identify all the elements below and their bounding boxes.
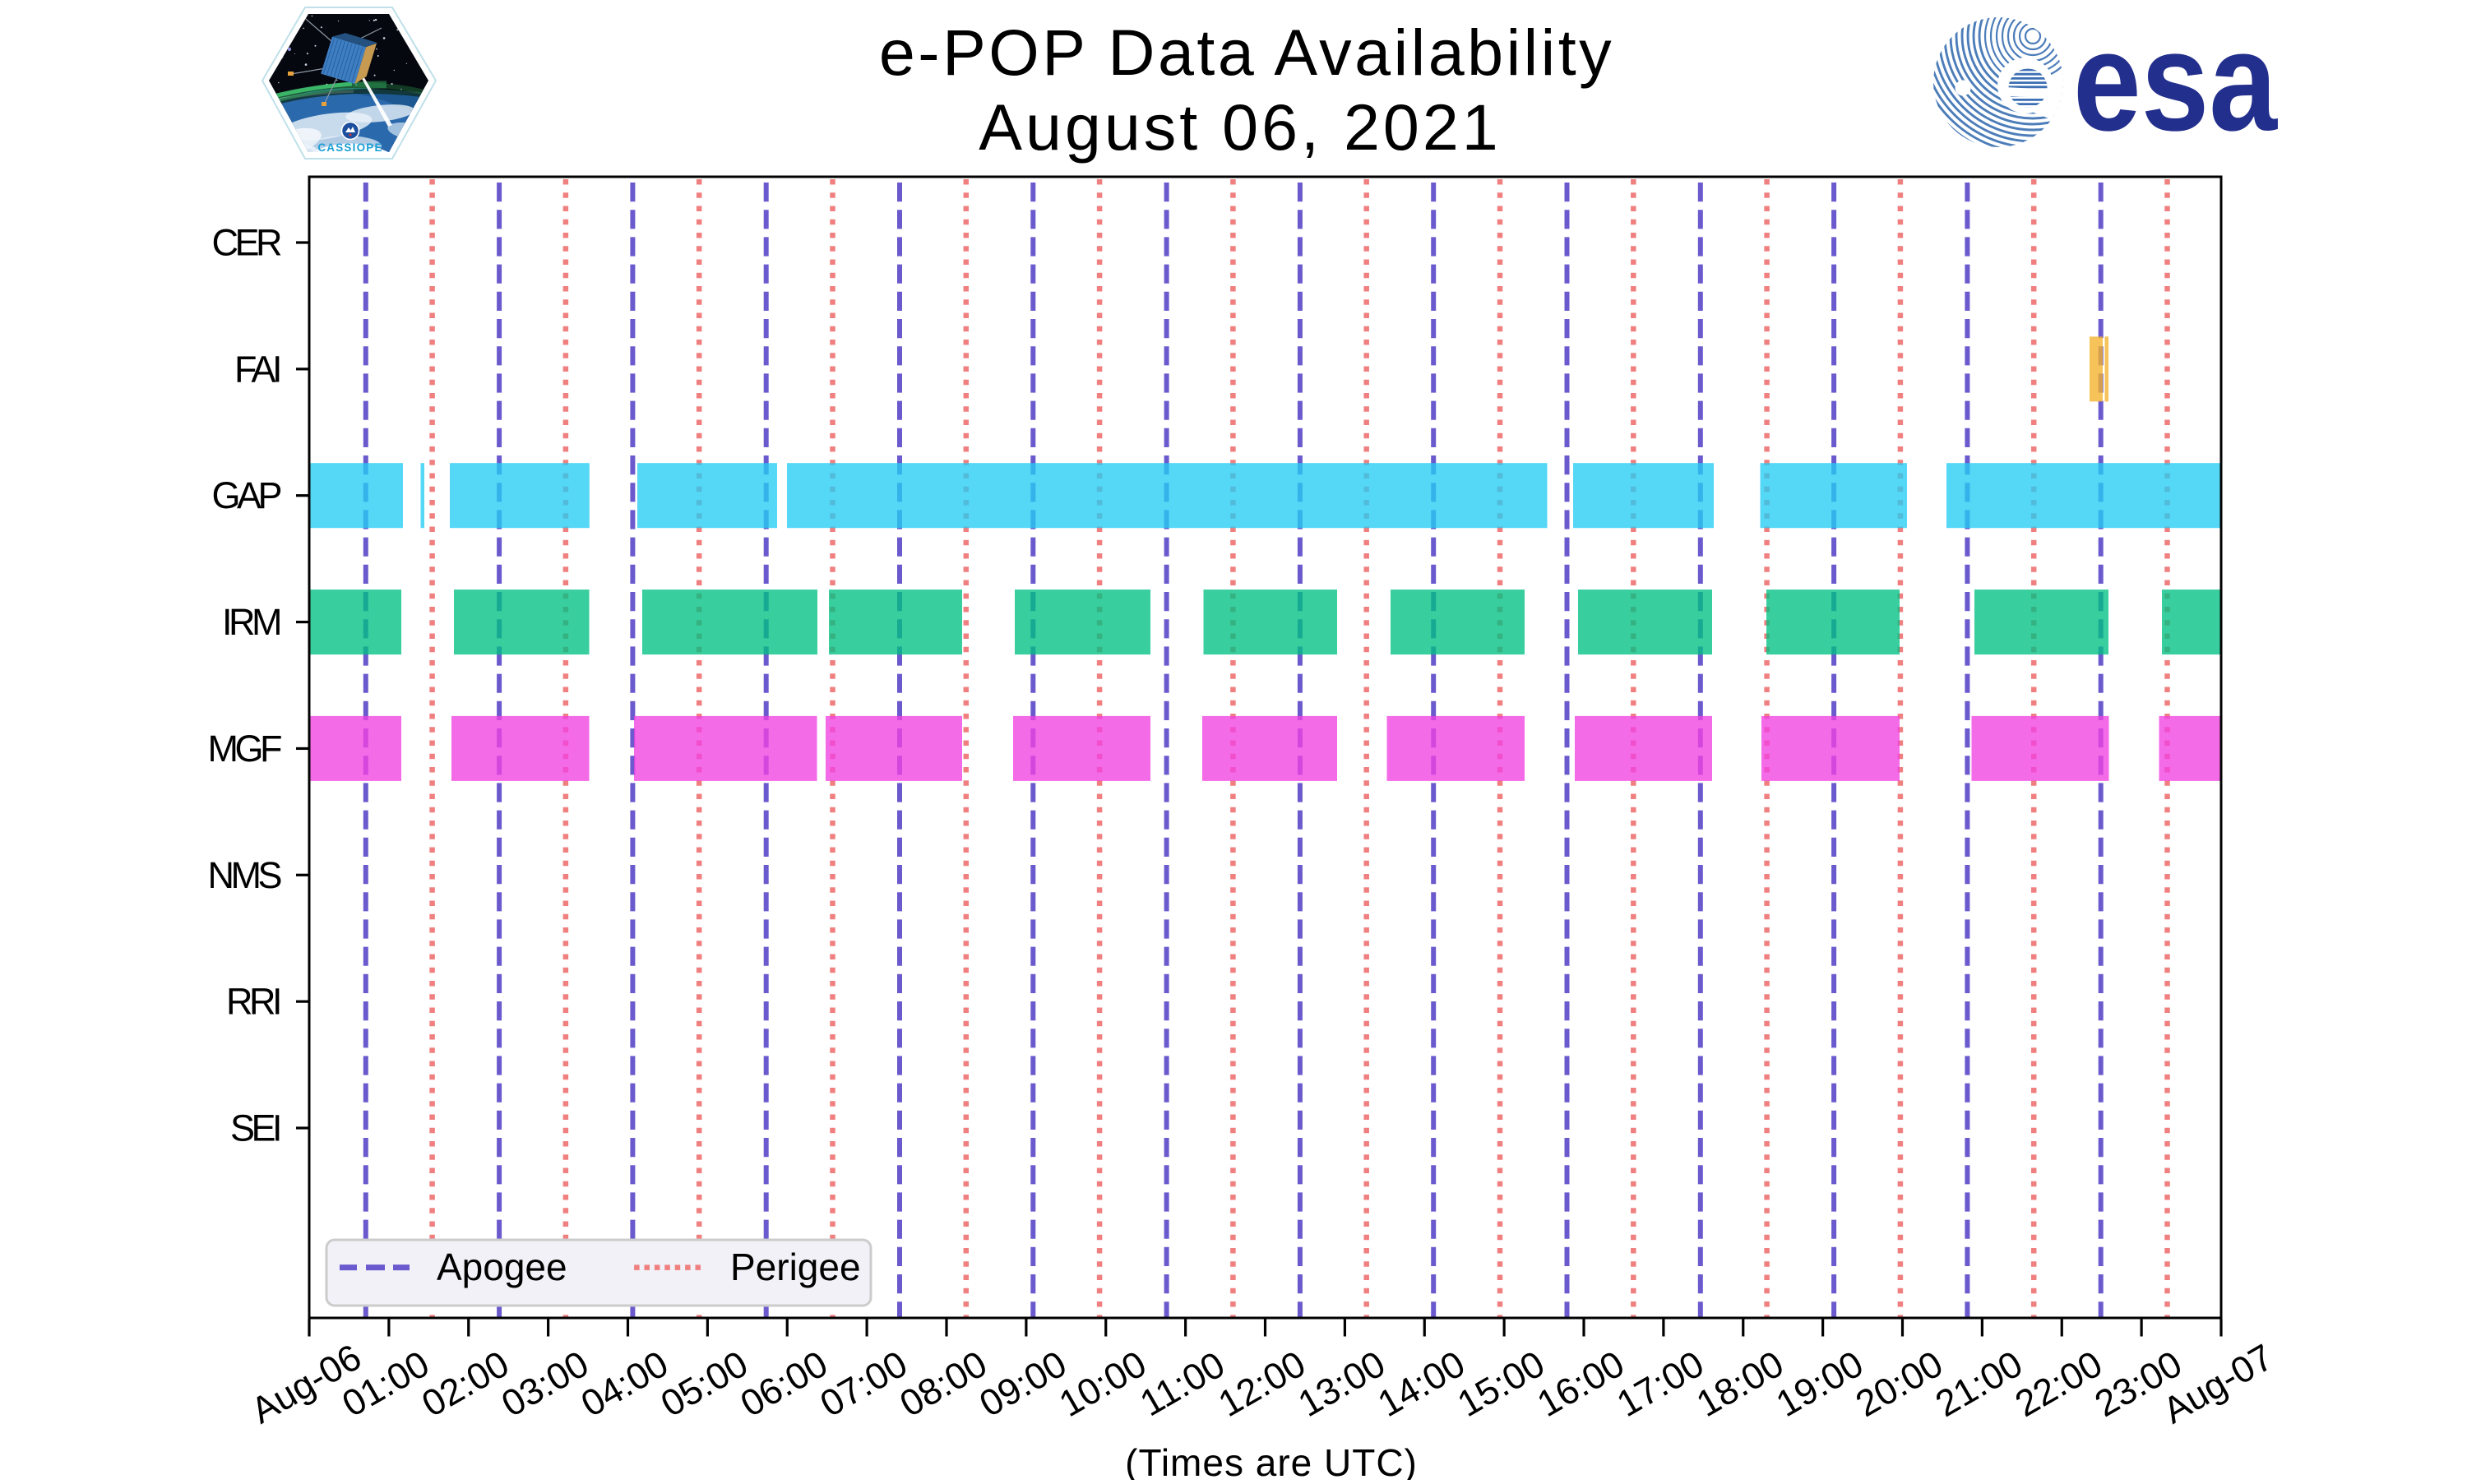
svg-text:NMS: NMS bbox=[208, 854, 281, 896]
svg-text:CASSIOPE: CASSIOPE bbox=[317, 141, 382, 154]
svg-text:GAP: GAP bbox=[211, 474, 280, 516]
svg-text:RRI: RRI bbox=[226, 981, 280, 1023]
svg-text:Apogee: Apogee bbox=[437, 1246, 567, 1288]
svg-text:(Times are UTC): (Times are UTC) bbox=[1125, 1441, 1418, 1480]
svg-text:Perigee: Perigee bbox=[730, 1246, 861, 1288]
svg-text:FAI: FAI bbox=[234, 348, 280, 390]
svg-text:IRM: IRM bbox=[222, 601, 280, 643]
svg-text:August 06, 2021: August 06, 2021 bbox=[979, 90, 1501, 164]
svg-text:e-POP Data Availability: e-POP Data Availability bbox=[879, 16, 1614, 89]
svg-text:MGF: MGF bbox=[208, 728, 281, 770]
svg-text:esa: esa bbox=[2073, 2, 2278, 160]
svg-text:SEI: SEI bbox=[230, 1107, 280, 1149]
svg-text:CER: CER bbox=[211, 222, 281, 264]
